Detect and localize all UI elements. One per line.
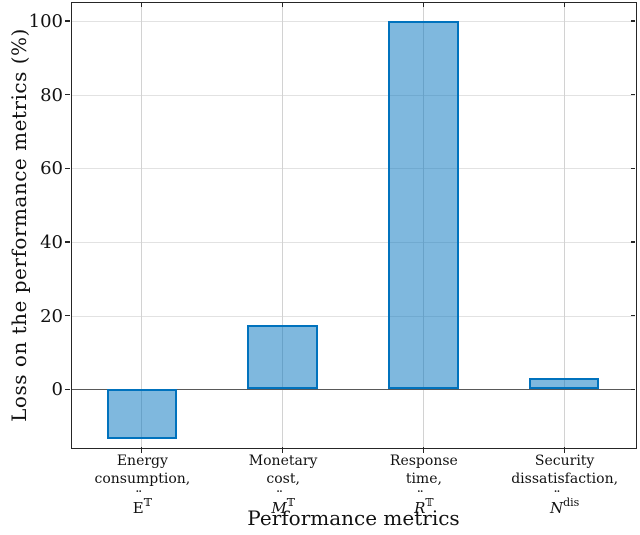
category-label-line: cost, [266, 471, 300, 487]
bar-response-time [388, 20, 459, 390]
category-label-line: consumption, [94, 471, 191, 487]
y-tick-mark-right [630, 20, 635, 22]
x-tick-mark [563, 446, 565, 453]
y-tick-mark [65, 20, 70, 22]
x-axis-title: Performance metrics [247, 506, 460, 530]
x-tick-mark [141, 446, 143, 453]
x-tick-mark-top [563, 2, 565, 7]
double-dot-accent: ¨ [553, 488, 560, 506]
category-label-line: Security [534, 453, 595, 469]
x-tick-mark-top [422, 2, 424, 7]
category-label-response-time: Response time, ¨ R 𝕋 [336, 452, 512, 516]
category-label-line: time, [405, 471, 442, 487]
h-gridline [71, 315, 635, 317]
category-math-symbol: ¨ M 𝕋 [271, 488, 295, 517]
bar-security-dissatisfaction [528, 378, 600, 390]
y-tick-mark [65, 388, 70, 390]
y-tick-mark-right [630, 167, 635, 169]
y-tick-label: 0 [51, 379, 63, 401]
bar-monetary-cost [247, 324, 318, 390]
x-tick-mark-top [141, 2, 143, 7]
plot-area [65, 1, 637, 453]
y-tick-label: 60 [40, 158, 63, 180]
category-math-symbol: ¨ R 𝕋 [414, 488, 434, 517]
category-label-energy-consumption: Energy consumption, ¨ E 𝕋 [54, 452, 230, 516]
v-gridline [563, 2, 565, 447]
category-label-monetary-cost: Monetary cost, ¨ M 𝕋 [195, 452, 371, 516]
y-tick-label: 100 [28, 10, 63, 32]
v-gridline [141, 2, 143, 447]
y-tick-mark-right [630, 315, 635, 317]
x-tick-mark [422, 446, 424, 453]
double-dot-accent: ¨ [275, 488, 283, 506]
category-label-line: Energy [116, 453, 168, 469]
bar-energy-consumption [106, 389, 178, 440]
category-label-line: dissatisfaction, [511, 471, 619, 487]
y-tick-mark [65, 315, 70, 317]
h-gridline [71, 94, 635, 96]
y-tick-mark [65, 94, 70, 96]
x-tick-mark [282, 446, 284, 453]
y-tick-mark [65, 241, 70, 243]
category-label-line: Monetary [248, 453, 318, 469]
y-tick-label: 80 [40, 84, 63, 106]
y-tick-mark-right [630, 94, 635, 96]
h-gridline [71, 20, 635, 22]
x-tick-mark-top [282, 2, 284, 7]
v-gridline [282, 2, 284, 447]
double-dot-accent: ¨ [135, 488, 142, 506]
category-label-line: Response [389, 453, 458, 469]
y-tick-mark-right [630, 388, 635, 390]
y-tick-label: 20 [40, 305, 63, 327]
y-tick-mark-right [630, 241, 635, 243]
zero-reference-line [71, 388, 635, 391]
h-gridline [71, 242, 635, 243]
double-dot-accent: ¨ [416, 488, 424, 506]
y-tick-mark [65, 167, 70, 169]
category-math-symbol: ¨ E 𝕋 [132, 488, 152, 517]
h-gridline [71, 168, 635, 170]
y-tick-label: 40 [40, 232, 63, 253]
